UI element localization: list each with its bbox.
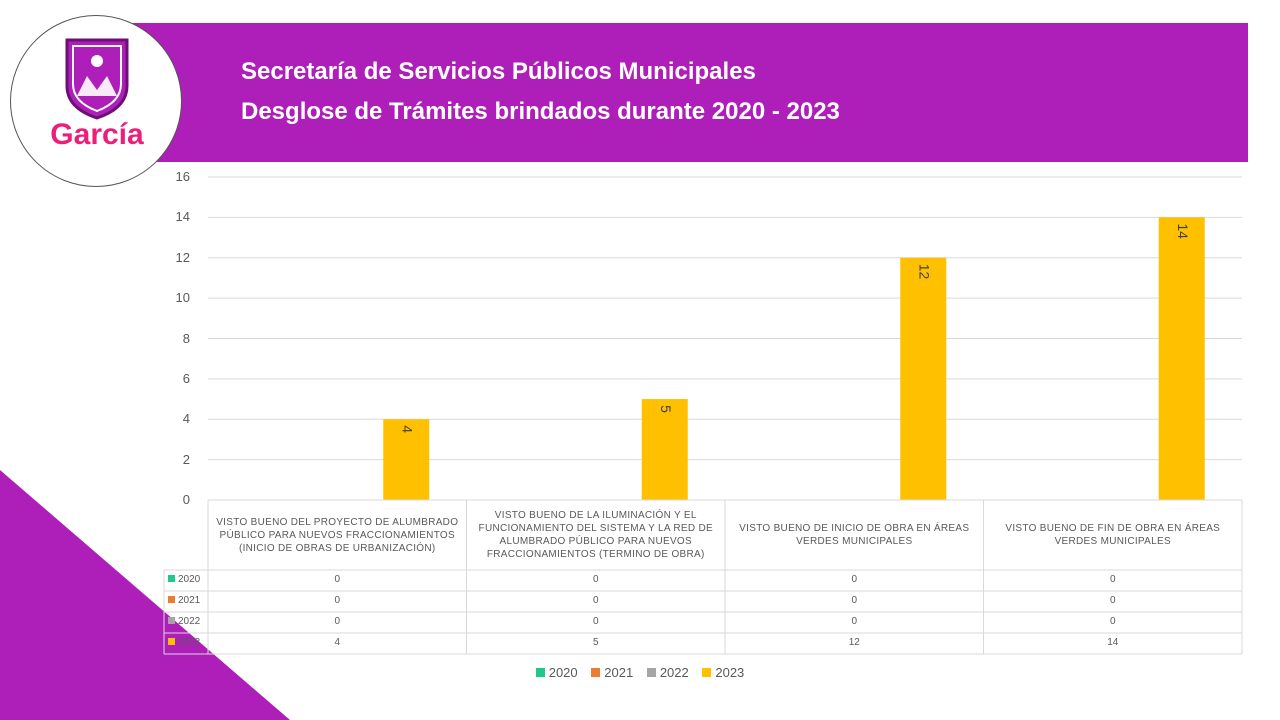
table-row-name: 2021 <box>178 595 201 606</box>
header-title-line2: Desglose de Trámites brindados durante 2… <box>241 98 840 125</box>
table-cell: 0 <box>851 574 858 585</box>
table-cell: 0 <box>592 595 599 606</box>
legend-key-icon <box>168 575 175 582</box>
bar-2023-2 <box>900 257 947 500</box>
table-row-name: 2022 <box>178 616 201 627</box>
table-cell: 0 <box>1109 616 1116 627</box>
category-label: VISTO BUENO DEL PROYECTO DE ALUMBRADO PÚ… <box>216 516 459 554</box>
y-tick-label: 2 <box>182 451 190 467</box>
decorative-corner <box>0 470 290 720</box>
header-title-line1: Secretaría de Servicios Públicos Municip… <box>241 58 756 85</box>
table-cell: 14 <box>1107 637 1119 648</box>
legend-item-2023: 2023 <box>702 665 744 680</box>
legend-item-2021: 2021 <box>591 665 633 680</box>
legend-label: 2020 <box>548 665 578 680</box>
legend-key-icon <box>168 596 175 603</box>
bar-2023-1 <box>641 399 688 500</box>
table-cell: 0 <box>592 616 599 627</box>
legend-item-2022: 2022 <box>646 665 689 680</box>
y-tick-label: 6 <box>182 370 190 386</box>
legend-label: 2023 <box>715 665 745 680</box>
bar-2023-3 <box>1158 217 1205 500</box>
y-tick-label: 14 <box>175 209 190 225</box>
header-banner <box>130 23 1248 162</box>
y-tick-label: 8 <box>182 330 190 346</box>
table-cell: 12 <box>848 637 860 648</box>
table-cell: 0 <box>334 595 341 606</box>
legend-label: 2021 <box>604 665 634 680</box>
category-label: VISTO BUENO DE LA ILUMINACIÓN Y EL FUNCI… <box>478 510 713 560</box>
legend-key-icon <box>168 638 175 645</box>
bar-2023-0 <box>383 419 430 500</box>
logo: García <box>10 15 182 187</box>
y-tick-label: 4 <box>182 411 190 427</box>
table-cell: 0 <box>851 595 858 606</box>
municipal-shield-icon: García <box>50 38 144 151</box>
table-cell: 0 <box>851 616 858 627</box>
table-cell: 0 <box>334 616 341 627</box>
bar-data-label: 14 <box>1175 223 1191 239</box>
table-row-label: 2021 <box>168 591 200 611</box>
bar-data-label: 5 <box>658 405 674 413</box>
y-tick-label: 12 <box>175 249 190 265</box>
category-label: VISTO BUENO DE INICIO DE OBRA EN ÁREAS V… <box>739 523 970 547</box>
table-row-label: 2022 <box>168 612 200 632</box>
chart-legend: 2020 2021 2022 2023 <box>0 665 1280 680</box>
table-row-name: 2023 <box>178 637 201 648</box>
bar-data-label: 4 <box>400 425 416 433</box>
y-tick-label: 0 <box>182 492 190 507</box>
category-label: VISTO BUENO DE FIN DE OBRA EN ÁREAS VERD… <box>1005 523 1221 547</box>
table-cell: 0 <box>592 574 599 585</box>
logo-text: García <box>50 118 144 151</box>
legend-item-2020: 2020 <box>535 665 578 680</box>
table-cell: 4 <box>334 637 341 648</box>
table-cell: 0 <box>1109 574 1116 585</box>
table-cell: 0 <box>334 574 341 585</box>
legend-label: 2022 <box>659 665 689 680</box>
table-row-label: 2020 <box>168 570 200 590</box>
table-row-label: 2023 <box>168 633 200 653</box>
legend-key-icon <box>168 617 175 624</box>
y-tick-label: 16 <box>175 169 190 184</box>
table-cell: 5 <box>592 637 599 648</box>
bar-data-label: 12 <box>917 264 933 280</box>
y-tick-label: 10 <box>175 290 190 306</box>
table-row-name: 2020 <box>178 574 201 585</box>
table-cell: 0 <box>1109 595 1116 606</box>
